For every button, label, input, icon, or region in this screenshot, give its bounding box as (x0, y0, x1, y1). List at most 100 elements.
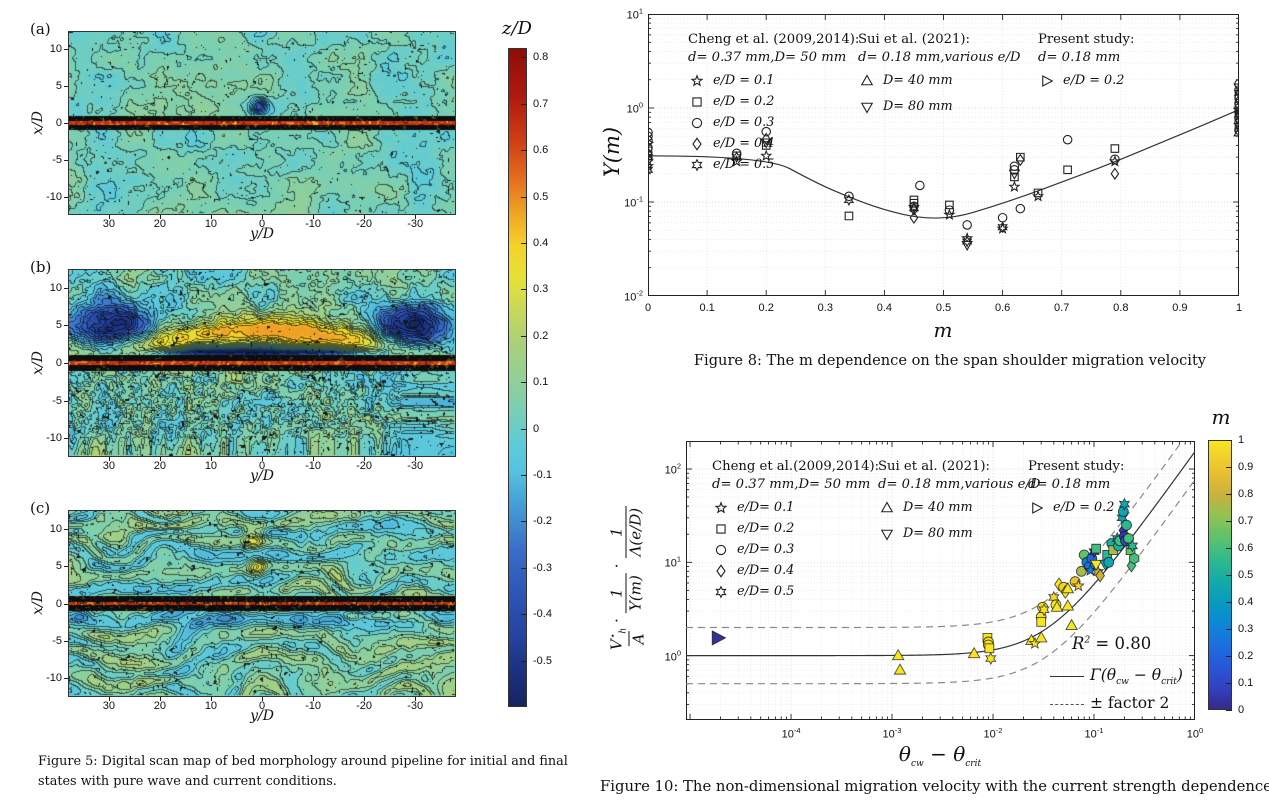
fig10-legend-item-label: e/D = 0.2 (1053, 500, 1115, 515)
fig5-x-tick-label: 10 (204, 460, 218, 472)
fig5-colorbar-tick-label: -0.1 (533, 468, 552, 481)
legend-marker-diamond-icon (688, 136, 706, 151)
fig5-x-tick-mark (364, 697, 366, 701)
fig8-x-tick-label: 0 (644, 302, 652, 314)
panel-label-b: (b) (30, 258, 52, 276)
fig10-legend-item-label: e/D= 0.5 (737, 584, 795, 599)
fig5-x-tick-mark (415, 457, 417, 461)
fig5-x-tick-label: 0 (258, 460, 266, 472)
fig5-x-tick-mark (262, 697, 263, 701)
figure5-caption: Figure 5: Digital scan map of bed morpho… (38, 754, 568, 789)
fig10-y-tick-label: 100 (664, 648, 681, 663)
fig5-colorbar-tick-mark (521, 474, 527, 476)
fig10-y-axis-label: V⋆h A · 1 Υ(m) · 1 Λ(e/D) (607, 505, 648, 650)
fig8-legend-item: e/D = 0.2 (1038, 73, 1124, 88)
legend-marker-five-point-star-icon (712, 500, 730, 515)
x-axis-label-a: y/D (250, 226, 274, 242)
fig8-x-tick-label: 0.6 (994, 302, 1011, 314)
figure8-caption: Figure 8: The m dependence on the span s… (693, 352, 1207, 369)
fig10-legend-item-label: e/D= 0.3 (737, 542, 795, 557)
fig10-colorbar-tick-mark (1226, 710, 1232, 711)
fig10-colorbar-tick-mark (1226, 467, 1232, 468)
fig5-x-tick-mark (262, 457, 263, 461)
fig5-x-tick-label: -20 (356, 460, 373, 472)
fig5-y-tick-mark (64, 438, 68, 440)
fig5-x-tick-mark (159, 697, 161, 701)
fig5-y-tick-mark (64, 123, 68, 124)
panel-label-c: (c) (30, 499, 51, 517)
fig5-colorbar-tick-mark (521, 567, 527, 569)
fig5-x-tick-label: 30 (102, 218, 115, 230)
legend-marker-triangle-down-icon (858, 99, 876, 114)
legend-marker-six-point-star-icon (688, 157, 706, 172)
fig10-colorbar-tick-label: 0.3 (1238, 623, 1254, 635)
fig10-x-tick-label: 100 (1186, 726, 1204, 741)
fig10-legend-item: e/D= 0.2 (712, 521, 794, 536)
fig8-x-axis-label: m (933, 318, 953, 342)
legend-marker-diamond-icon (712, 563, 730, 578)
fig10-colorbar-tick-label: 0.5 (1238, 569, 1254, 581)
fig8-x-tick-label: 0.7 (1054, 302, 1070, 314)
fig5-colorbar-tick-mark (521, 335, 527, 337)
contour-map-current-state (69, 511, 455, 696)
fig5-colorbar-tick-label: 0.8 (533, 51, 549, 64)
fig10-legend-item: e/D= 0.1 (712, 500, 794, 515)
fig8-legend-item-label: e/D = 0.3 (713, 115, 775, 130)
fig5-y-tick-mark (64, 159, 68, 161)
fig5-colorbar-tick-label: 0.4 (533, 236, 549, 249)
fig10-x-tick-label: 10-4 (781, 726, 801, 741)
fig5-x-tick-label: -10 (305, 700, 321, 712)
fig5-colorbar-tick-label: -0.2 (533, 515, 552, 528)
fig5-y-tick-label: 5 (55, 319, 62, 332)
parula-colorbar (1209, 441, 1231, 709)
fig8-x-tick-label: 0.8 (1113, 302, 1129, 314)
fig10-legend-item: e/D = 0.2 (1028, 500, 1114, 515)
fig5-colorbar-tick-label: 0.3 (533, 283, 549, 296)
fig5-colorbar-tick-label: 0.6 (533, 144, 549, 157)
fig10-x-tick-label: 10-3 (882, 726, 902, 741)
fig8-legend-title: Present study: (1038, 32, 1135, 47)
fig8-x-tick-label: 0.5 (935, 302, 952, 314)
fig10-colorbar-tick-label: 0.4 (1238, 596, 1254, 608)
fig8-x-tick-label: 0.3 (817, 302, 833, 314)
fig10-colorbar-tick-mark (1226, 494, 1232, 495)
fig10-legend-item-label: e/D= 0.2 (737, 521, 795, 536)
fig10-legend-subtitle: d= 0.37 mm,D= 50 mm (712, 477, 871, 492)
fig10-legend-subtitle: d= 0.18 mm (1028, 477, 1111, 492)
fig5-x-tick-mark (159, 215, 161, 219)
dashed-line-sample (1050, 703, 1084, 705)
contour-panel-a (68, 31, 456, 215)
fig8-x-tick-label: 0.1 (699, 302, 715, 314)
legend-marker-triangle-right-icon (1038, 73, 1056, 88)
fig5-x-tick-mark (108, 457, 110, 461)
fig10-colorbar-tick-mark (1226, 629, 1232, 630)
r-squared-annotation: R2 = 0.80 (1072, 634, 1152, 653)
fig5-y-tick-mark (64, 325, 68, 327)
fig8-x-tick-label: 0.4 (876, 302, 893, 314)
fig5-y-tick-label: 10 (49, 522, 62, 535)
fig5-colorbar-tick-mark (521, 57, 527, 59)
fig8-legend-item-label: D= 80 mm (883, 99, 953, 114)
fig10-legend-subtitle: d= 0.18 mm,various e/D (878, 477, 1041, 492)
fig5-y-tick-label: -5 (52, 153, 62, 166)
y-axis-label-c: x/D (30, 591, 46, 615)
fig10-colorbar-tick-label: 0 (1238, 704, 1245, 716)
fig5-x-tick-mark (364, 457, 366, 461)
y-axis-label-a: x/D (30, 111, 46, 135)
fig10-legend-title: Sui et al. (2021): (878, 459, 990, 474)
fig8-legend-item-label: e/D = 0.2 (713, 94, 775, 109)
scatter-plot-upsilon-m (648, 14, 1239, 296)
fig5-x-tick-mark (210, 215, 212, 219)
fig5-y-tick-mark (64, 640, 68, 642)
fig5-x-tick-mark (159, 457, 161, 461)
fig5-x-tick-label: -10 (305, 460, 321, 472)
fig5-y-tick-mark (64, 528, 68, 530)
fig8-legend-subtitle: d= 0.37 mm,D= 50 mm (688, 50, 847, 65)
fraction-1-upsilon: 1 Υ(m) (607, 573, 645, 614)
legend-marker-triangle-up-icon (858, 73, 876, 88)
contour-panel-c (68, 510, 456, 697)
x-axis-label-b: y/D (250, 468, 274, 484)
colorbar-fig5 (508, 48, 527, 707)
fig10-y-tick-label: 101 (664, 554, 681, 570)
fig5-x-tick-label: 0 (258, 218, 266, 230)
